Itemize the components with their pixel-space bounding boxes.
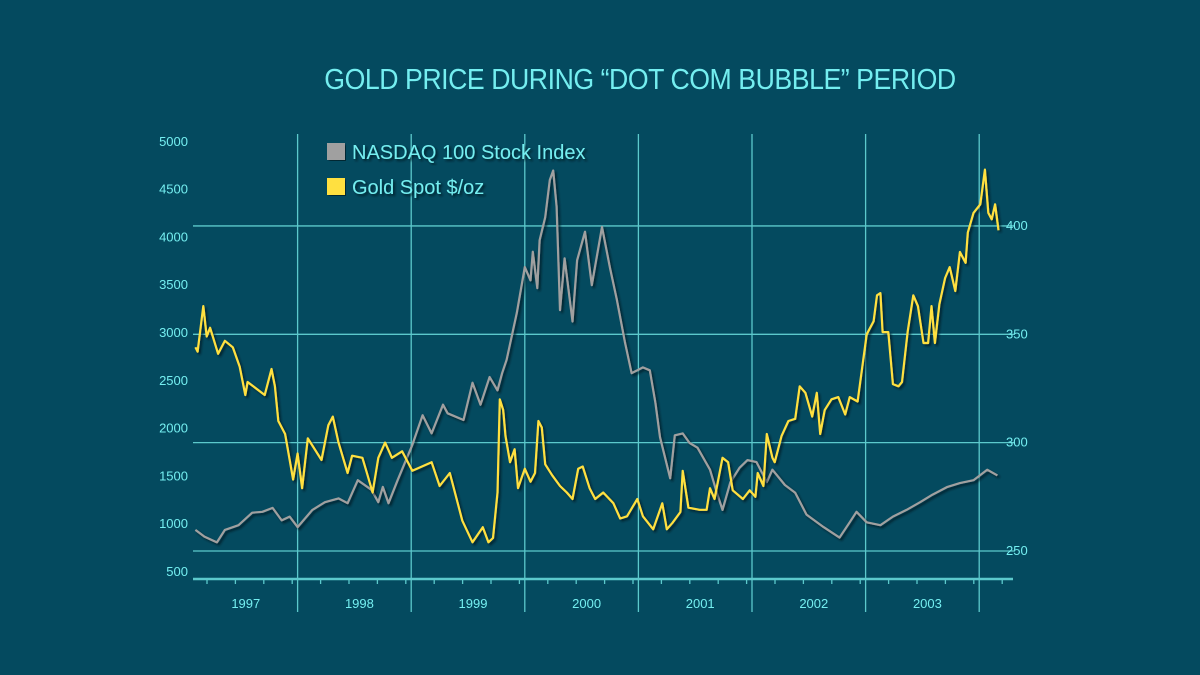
left-tick-label: 1500: [159, 468, 188, 483]
nasdaq-series-line: [194, 169, 998, 544]
left-tick-label: 1000: [159, 516, 188, 531]
left-tick-label: 3500: [159, 277, 188, 292]
chart-title: GOLD PRICE DURING “DOT COM BUBBLE” PERIO…: [324, 64, 956, 96]
x-tick-label: 2000: [572, 596, 601, 611]
legend-label: NASDAQ 100 Stock Index: [352, 142, 585, 164]
left-tick-label: 4500: [159, 182, 188, 197]
legend-label: Gold Spot $/oz: [352, 177, 484, 199]
legend-swatch: [327, 143, 345, 160]
left-tick-label: 3000: [159, 325, 188, 340]
right-tick-label: 300: [1006, 435, 1028, 450]
x-tick-label: 1998: [345, 596, 374, 611]
right-tick-label: 250: [1006, 543, 1028, 558]
left-tick-label: 5000: [159, 134, 188, 149]
gold-series-line: [194, 168, 1000, 544]
x-tick-label: 2003: [913, 596, 942, 611]
left-tick-label: 2000: [159, 421, 188, 436]
right-tick-label: 400: [1006, 218, 1028, 233]
left-tick-label: 2500: [159, 373, 188, 388]
left-tick-label: 500: [166, 564, 188, 579]
legend-swatch: [327, 178, 345, 195]
right-tick-label: 350: [1006, 326, 1028, 341]
x-tick-label: 2002: [799, 596, 828, 611]
left-tick-label: 4000: [159, 229, 188, 244]
x-tick-label: 1997: [231, 596, 260, 611]
x-tick-label: 2001: [686, 596, 715, 611]
x-tick-label: 1999: [459, 596, 488, 611]
